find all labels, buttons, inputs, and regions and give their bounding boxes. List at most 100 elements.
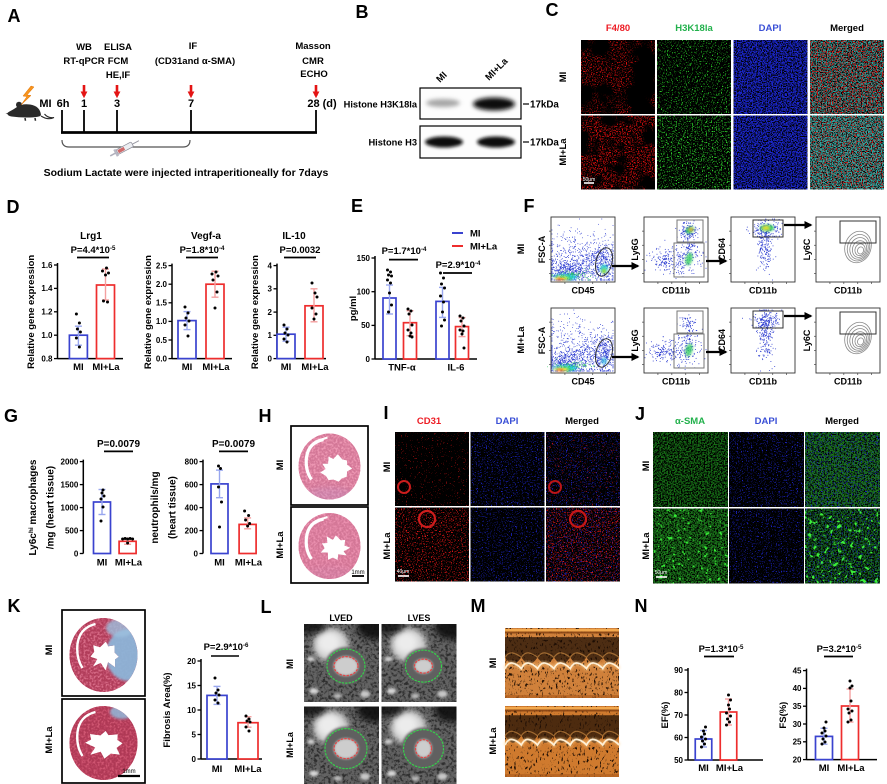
svg-text:17kDa: 17kDa — [530, 138, 559, 149]
svg-text:MI+La: MI+La — [115, 558, 143, 569]
svg-text:K: K — [8, 596, 21, 616]
svg-text:30: 30 — [793, 720, 802, 729]
svg-text:1.0: 1.0 — [41, 331, 53, 340]
svg-text:35: 35 — [793, 702, 802, 711]
svg-text:3: 3 — [268, 285, 273, 294]
svg-text:1: 1 — [81, 98, 87, 110]
svg-text:100: 100 — [357, 288, 371, 297]
svg-text:17kDa: 17kDa — [530, 100, 559, 111]
svg-text:CD64: CD64 — [717, 329, 727, 352]
svg-text:Masson: Masson — [295, 41, 331, 52]
svg-text:Ly6chi macrophages: Ly6chi macrophages — [28, 459, 39, 555]
svg-text:HE,IF: HE,IF — [106, 70, 130, 81]
svg-text:Ly6C: Ly6C — [802, 329, 812, 351]
svg-text:MI: MI — [382, 462, 393, 473]
svg-text:40: 40 — [793, 684, 802, 693]
svg-text:LVED: LVED — [329, 613, 353, 623]
svg-text:MI+La: MI+La — [558, 138, 569, 166]
svg-text:P=0.0079: P=0.0079 — [212, 439, 256, 450]
svg-text:Histone H3: Histone H3 — [368, 138, 417, 148]
svg-text:MI+La: MI+La — [275, 531, 286, 559]
svg-text:neutrophils/mg: neutrophils/mg — [150, 471, 161, 543]
svg-text:MI: MI — [97, 558, 108, 569]
svg-text:CD11b: CD11b — [749, 377, 778, 387]
svg-text:4: 4 — [268, 261, 273, 270]
svg-text:60: 60 — [674, 733, 683, 742]
svg-text:I: I — [383, 403, 388, 423]
svg-text:MI+La: MI+La — [235, 558, 263, 569]
svg-text:MI+La: MI+La — [92, 362, 120, 373]
svg-text:Relative gene expression: Relative gene expression — [250, 255, 261, 369]
svg-text:1.4: 1.4 — [41, 284, 53, 293]
svg-text:DAPI: DAPI — [759, 23, 782, 34]
svg-text:1.5: 1.5 — [156, 299, 168, 308]
svg-text:MI: MI — [44, 645, 55, 656]
svg-text:MI+La: MI+La — [234, 764, 262, 775]
svg-text:EF(%): EF(%) — [660, 702, 671, 729]
svg-text:IL-6: IL-6 — [448, 363, 465, 374]
svg-text:FSC-A: FSC-A — [537, 235, 547, 263]
svg-text:500: 500 — [65, 526, 79, 535]
svg-text:Ly6C: Ly6C — [802, 238, 812, 260]
svg-text:DAPI: DAPI — [755, 416, 778, 427]
svg-text:70: 70 — [674, 711, 683, 720]
svg-text:RT-qPCR: RT-qPCR — [63, 56, 104, 67]
svg-text:CD11b: CD11b — [662, 377, 691, 387]
svg-text:(heart tissue): (heart tissue) — [168, 476, 179, 539]
svg-text:P=4.4*10-5: P=4.4*10-5 — [71, 245, 116, 256]
svg-text:MI: MI — [281, 362, 292, 373]
svg-text:MI: MI — [214, 558, 225, 569]
svg-text:G: G — [4, 406, 18, 426]
svg-text:FSC-A: FSC-A — [537, 326, 547, 354]
svg-text:MI: MI — [182, 362, 193, 373]
svg-text:Ly6G: Ly6G — [630, 329, 640, 351]
svg-text:2000: 2000 — [61, 457, 79, 466]
svg-text:MI: MI — [285, 659, 295, 669]
svg-text:CD11b: CD11b — [834, 377, 863, 387]
svg-text:B: B — [356, 2, 369, 22]
svg-text:L: L — [261, 597, 272, 617]
svg-text:pg/ml: pg/ml — [348, 296, 359, 321]
svg-text:Histone H3K18la: Histone H3K18la — [344, 100, 418, 110]
svg-text:LVES: LVES — [408, 613, 431, 623]
svg-text:0: 0 — [74, 549, 79, 558]
svg-text:MI: MI — [488, 658, 499, 669]
svg-text:200: 200 — [185, 526, 199, 535]
svg-text:M: M — [471, 596, 486, 616]
svg-text:45: 45 — [793, 666, 802, 675]
svg-text:50μm: 50μm — [583, 177, 596, 183]
svg-text:CD45: CD45 — [571, 377, 594, 387]
svg-text:MI: MI — [470, 229, 481, 240]
svg-text:/mg (heart tissue): /mg (heart tissue) — [46, 466, 57, 549]
svg-text:Sodium Lactate were injected i: Sodium Lactate were injected intraperiti… — [44, 167, 329, 179]
svg-text:MI: MI — [516, 244, 527, 255]
svg-text:F4/80: F4/80 — [606, 23, 630, 34]
svg-text:H: H — [259, 406, 272, 426]
svg-text:0: 0 — [192, 755, 197, 764]
svg-text:Merged: Merged — [830, 23, 864, 34]
svg-text:1000: 1000 — [61, 503, 79, 512]
svg-text:CMR: CMR — [302, 56, 324, 67]
svg-text:7: 7 — [188, 98, 194, 110]
svg-text:80: 80 — [674, 688, 683, 697]
svg-text:1mm: 1mm — [351, 570, 364, 576]
svg-text:600: 600 — [185, 480, 199, 489]
svg-text:MI+La: MI+La — [285, 731, 295, 758]
svg-text:1mm: 1mm — [122, 769, 135, 775]
svg-text:10: 10 — [187, 706, 196, 715]
svg-text:CD31: CD31 — [417, 416, 442, 427]
svg-text:MI+La: MI+La — [382, 532, 393, 560]
svg-text:E: E — [351, 196, 363, 216]
svg-text:20: 20 — [187, 657, 196, 666]
svg-text:P=0.0032: P=0.0032 — [280, 245, 321, 256]
svg-text:Vegf-a: Vegf-a — [191, 231, 221, 242]
svg-text:IF: IF — [189, 41, 198, 52]
svg-text:D: D — [7, 197, 20, 217]
svg-text:DAPI: DAPI — [496, 416, 519, 427]
svg-text:50: 50 — [361, 321, 370, 330]
svg-text:FCM: FCM — [108, 56, 129, 67]
svg-text:MI: MI — [819, 763, 830, 774]
svg-text:1500: 1500 — [61, 480, 79, 489]
svg-text:Ly6G: Ly6G — [630, 238, 640, 260]
svg-text:3: 3 — [114, 98, 120, 110]
